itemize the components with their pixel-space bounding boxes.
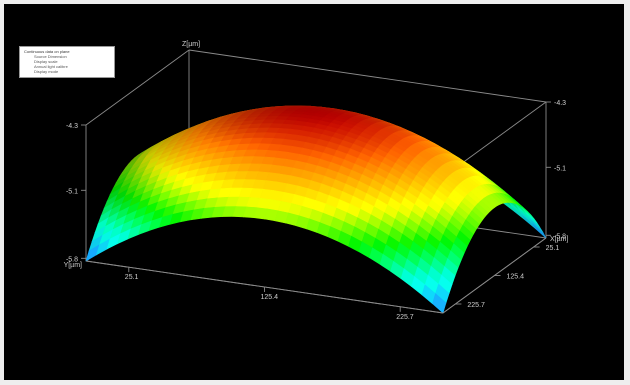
z-axis-tick-label-right: -5.8 [554, 233, 566, 240]
surface-patch [532, 222, 547, 239]
legend-title: Continuous data on plane [24, 49, 70, 54]
x-axis-tick-label: 25.1 [546, 245, 560, 252]
z-axis-tick-label-left: -4.3 [66, 123, 78, 130]
surface-patch [432, 293, 447, 314]
z-axis-tick-label-left: -5.1 [66, 188, 78, 195]
y-axis-label: Y[µm] [64, 262, 82, 269]
y-axis-tick-label: 25.1 [125, 274, 139, 281]
z-axis-label: Z[µm] [182, 41, 200, 48]
x-axis-tick-label: 125.4 [507, 274, 525, 281]
legend-item: Annual light calibre [34, 64, 68, 69]
y-axis-tick-label: 225.7 [396, 314, 414, 321]
surface-mesh [85, 105, 547, 314]
axis-box-edge [188, 49, 547, 103]
legend-item: Display mode [34, 69, 59, 74]
z-axis-tick-label-right: -4.3 [554, 100, 566, 107]
z-axis-tick-label-left: -5.8 [66, 256, 78, 263]
legend-item: Source Dimension [34, 54, 67, 59]
legend-box: Continuous data on plane Source Dimensio… [19, 46, 115, 78]
surface-plot-viewer[interactable]: 25.1 125.4 225.7 Y[µm] 25.1 125.4 225.7 X[µm] -4… [4, 4, 624, 380]
legend-item: Display scale [34, 59, 58, 64]
surface-plot: 25.1 125.4 225.7 Y[µm] 25.1 125.4 225.7 X[µm] -4… [64, 41, 569, 321]
y-axis-tick-label: 125.4 [261, 294, 279, 301]
x-axis-label: X[µm] [550, 236, 568, 243]
z-axis-tick-label-right: -5.1 [554, 165, 566, 172]
axis-box-edge [85, 49, 190, 126]
x-axis-tick-label: 225.7 [467, 302, 485, 309]
